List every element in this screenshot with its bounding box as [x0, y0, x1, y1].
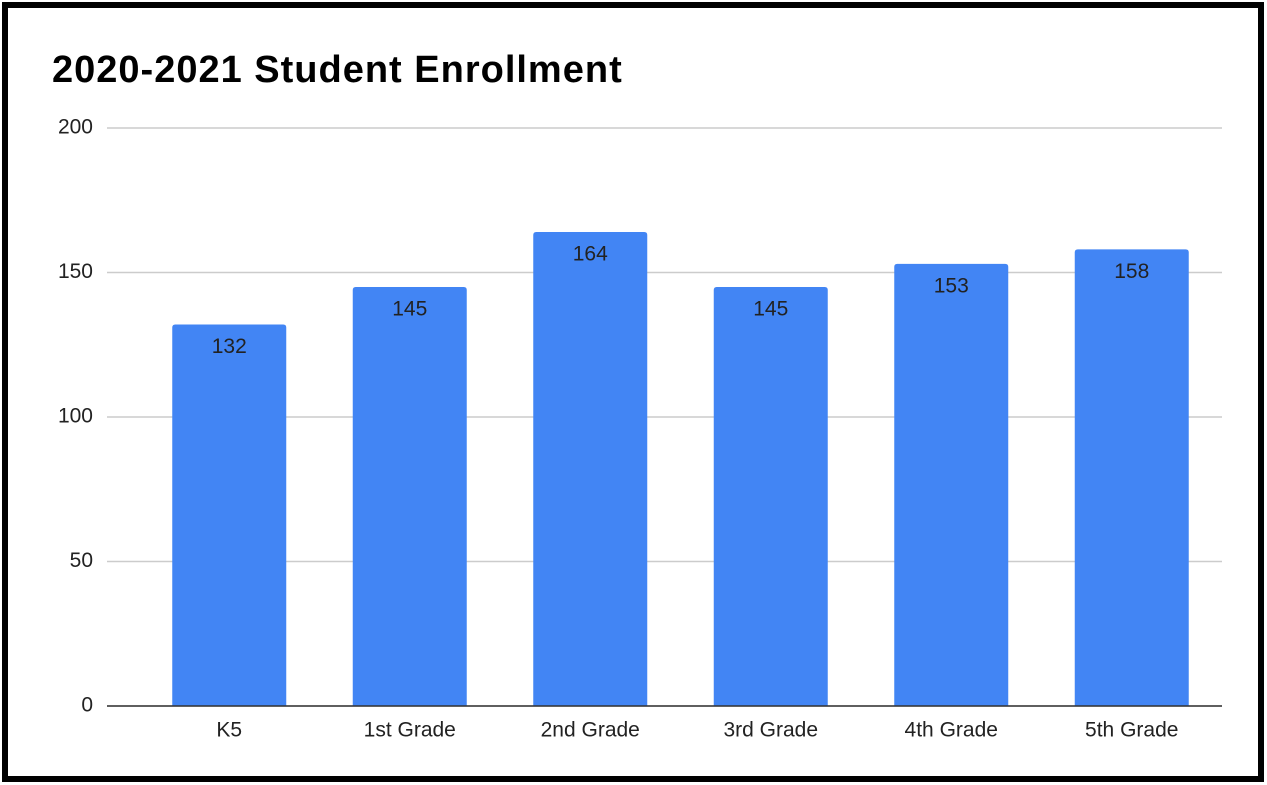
y-tick-label: 100	[58, 405, 93, 428]
bar	[894, 263, 1009, 706]
bar	[1074, 249, 1189, 706]
data-label: 164	[573, 243, 608, 266]
x-tick-label: 5th Grade	[1085, 719, 1178, 742]
data-label: 132	[212, 335, 247, 358]
bar	[713, 286, 828, 706]
y-tick-label: 0	[81, 694, 93, 717]
chart-title: 2020-2021 Student Enrollment	[52, 49, 623, 91]
x-tick-label: K5	[216, 719, 242, 742]
x-tick-label: 3rd Grade	[723, 719, 818, 742]
data-label: 153	[934, 274, 969, 297]
x-tick-label: 1st Grade	[364, 719, 456, 742]
x-tick-label: 2nd Grade	[541, 719, 640, 742]
y-tick-label: 150	[58, 260, 93, 283]
y-tick-label: 50	[70, 549, 93, 572]
x-tick-label: 4th Grade	[905, 719, 998, 742]
bar	[172, 324, 287, 706]
data-label: 145	[392, 297, 427, 320]
data-label: 145	[753, 297, 788, 320]
data-label: 158	[1114, 260, 1149, 283]
bar	[352, 286, 467, 706]
y-tick-label: 200	[58, 116, 93, 139]
bar	[533, 232, 648, 707]
